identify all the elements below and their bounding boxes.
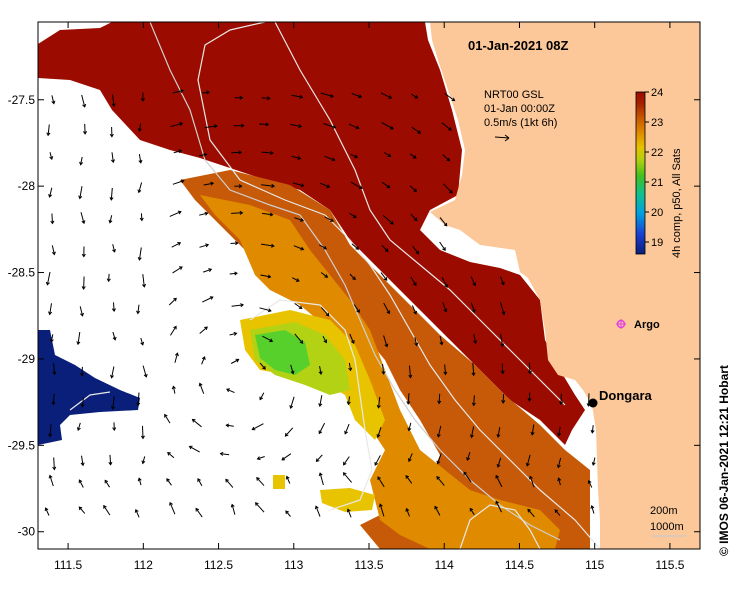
current-vector: [561, 394, 562, 405]
x-tick-label: 115.5: [655, 558, 684, 572]
product-line-3: 0.5m/s (1kt 6h): [484, 117, 557, 129]
y-tick-label: -28.5: [8, 266, 36, 280]
colorbar-tick-label: 19: [651, 237, 663, 249]
current-vector: [54, 458, 55, 470]
dongara-marker-icon[interactable]: [589, 399, 598, 408]
current-vector: [143, 426, 144, 439]
colorbar: [636, 92, 645, 254]
map-title: 01-Jan-2021 08Z: [468, 38, 569, 53]
dongara-label: Dongara: [599, 388, 653, 403]
y-tick-label: -27.5: [8, 93, 36, 107]
y-tick-label: -29.5: [8, 438, 36, 452]
current-vector: [84, 277, 85, 290]
x-tick-label: 112: [134, 558, 153, 572]
colorbar-label: 4h comp, p50, All Sats: [671, 148, 683, 258]
colorbar-tick-label: 23: [651, 117, 663, 129]
product-line-2: 01-Jan 00:00Z: [484, 103, 555, 115]
x-tick-label: 111.5: [54, 558, 83, 572]
y-tick-label: -29: [18, 352, 36, 366]
scale-label-200m: 200m: [650, 505, 678, 517]
colorbar-tick-label: 20: [651, 207, 663, 219]
y-tick-label: -30: [18, 525, 36, 539]
y-tick-label: -28: [18, 179, 36, 193]
colorbar-tick-label: 21: [651, 177, 663, 189]
colorbar-tick-label: 22: [651, 147, 663, 159]
x-tick-label: 112.5: [204, 558, 233, 572]
colorbar-tick-label: 24: [651, 87, 663, 99]
x-tick-label: 113: [284, 558, 303, 572]
credit-text: © IMOS 06-Jan-2021 12:21 Hobart: [717, 365, 731, 556]
x-tick-label: 114: [435, 558, 454, 572]
x-tick-label: 115: [585, 558, 604, 572]
current-vector: [231, 213, 242, 214]
product-line-1: NRT00 GSL: [484, 89, 544, 101]
scale-label-1000m: 1000m: [650, 521, 684, 533]
x-tick-label: 113.5: [354, 558, 383, 572]
map-layers: [38, 22, 700, 549]
argo-label: Argo: [634, 319, 660, 331]
sst-yellow-speck: [273, 475, 285, 489]
x-tick-label: 114.5: [505, 558, 534, 572]
